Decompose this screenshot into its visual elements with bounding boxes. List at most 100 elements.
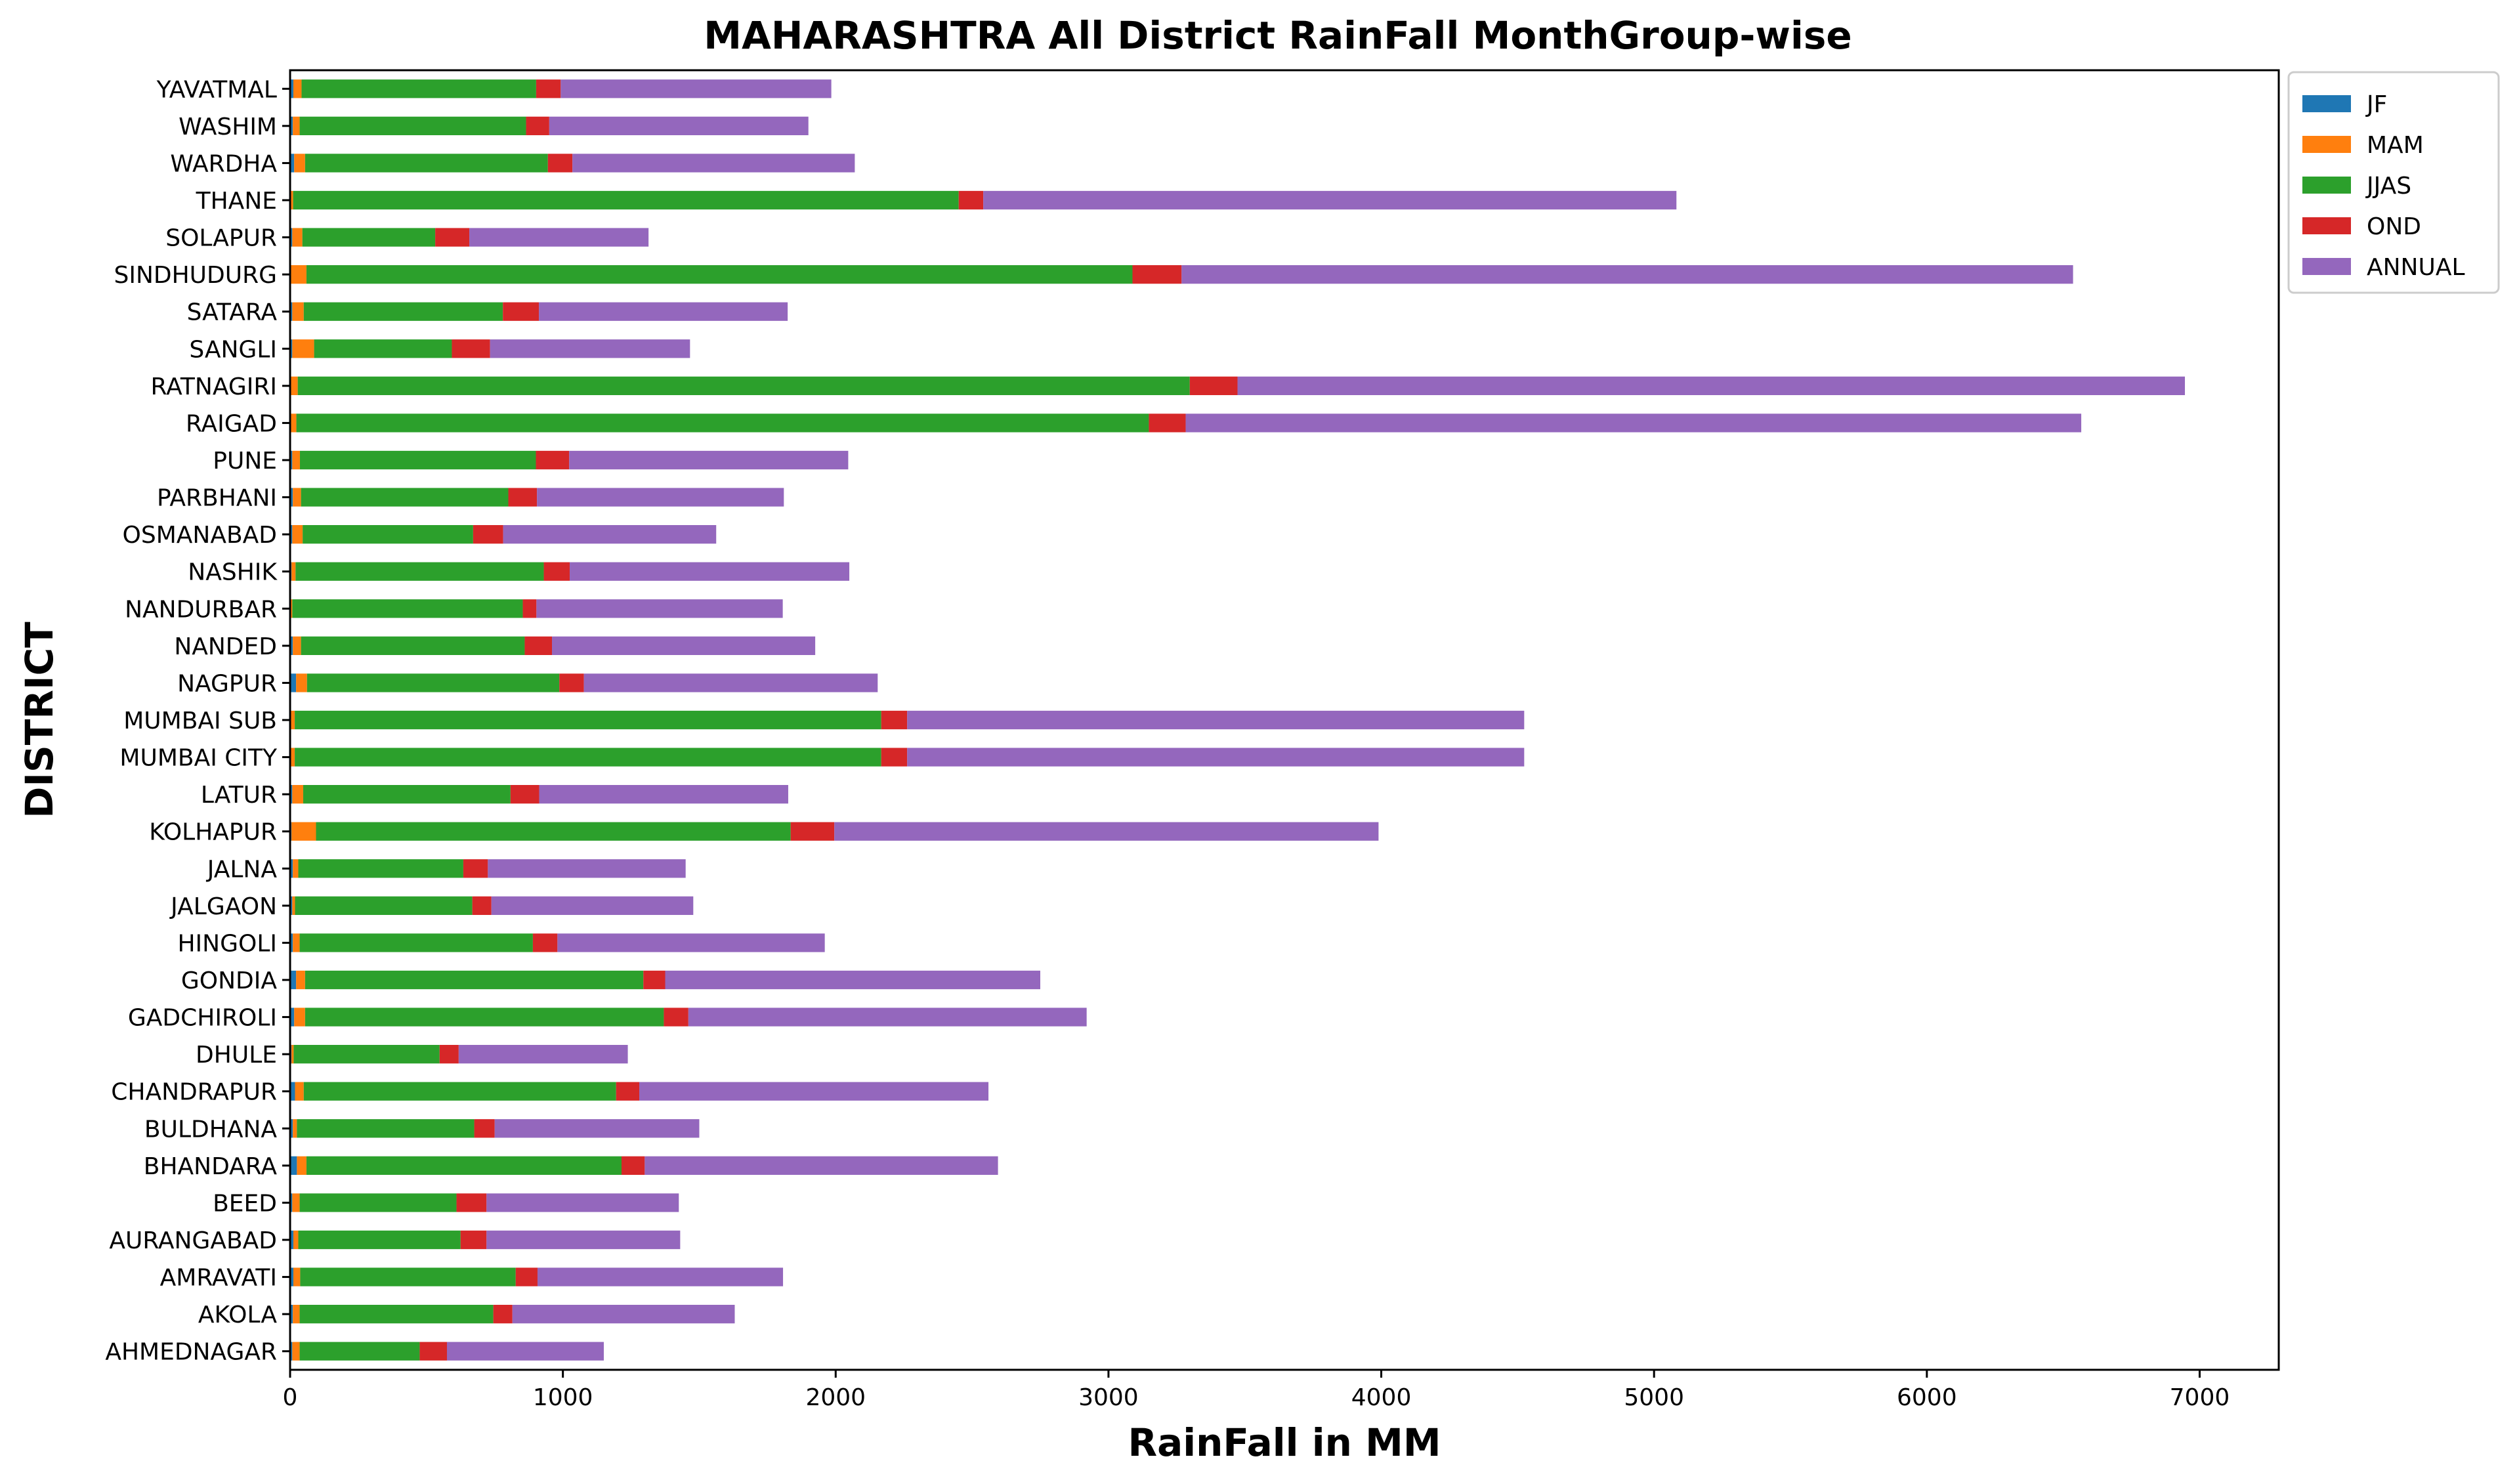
bar-solapur-ond [435, 228, 470, 247]
bar-sindhudurg-annual [1181, 265, 2073, 284]
bar-akola-ond [493, 1305, 513, 1324]
y-tick-label: NANDURBAR [125, 596, 277, 623]
bar-sindhudurg-mam [291, 265, 307, 284]
bar-wardha-mam [294, 154, 305, 173]
bar-nagpur-jjas [307, 673, 560, 692]
x-tick-label: 7000 [2170, 1384, 2230, 1411]
y-tick-label: NANDED [174, 633, 277, 660]
y-tick-label: LATUR [201, 782, 277, 809]
bar-chandrapur-jf [290, 1082, 295, 1101]
bar-buldhana-annual [494, 1119, 700, 1138]
bar-satara-jjas [303, 302, 503, 321]
y-tick-label: BHANDARA [144, 1153, 278, 1180]
bar-yavatmal-mam [293, 79, 302, 98]
legend-items: JF MAM JJAS OND ANNUAL [2302, 91, 2465, 281]
bar-bhandara-ond [622, 1156, 645, 1175]
bar-jalgaon-jf [290, 896, 293, 915]
bar-ahmednagar-jjas [299, 1342, 420, 1361]
bar-akola-jjas [299, 1305, 494, 1324]
y-tick-label: NASHIK [188, 559, 278, 586]
bar-raigad-jjas [296, 413, 1149, 433]
bar-aurangabad-jjas [298, 1230, 461, 1250]
y-tick-label: RAIGAD [186, 410, 277, 437]
legend-swatch-ond [2302, 217, 2351, 234]
bar-wardha-jf [290, 154, 295, 173]
bar-hingoli-mam [293, 933, 300, 952]
bar-osmanabad-jjas [303, 525, 473, 544]
bar-nandurbar-ond [522, 599, 537, 618]
bar-amravati-annual [537, 1267, 784, 1286]
bar-nandurbar-jjas [292, 599, 523, 618]
bar-pune-jf [290, 450, 293, 470]
bar-raigad-ond [1149, 413, 1186, 433]
x-tick-label: 1000 [533, 1384, 593, 1411]
bar-wardha-jjas [305, 154, 548, 173]
bar-latur-annual [539, 785, 788, 804]
bar-parbhani-annual [537, 488, 784, 507]
bar-mumbai-sub-annual [907, 710, 1525, 730]
bar-ahmednagar-mam [292, 1342, 300, 1361]
bar-chandrapur-jjas [303, 1082, 616, 1101]
bar-gondia-jjas [305, 970, 644, 990]
y-tick-label: BULDHANA [144, 1116, 277, 1143]
legend-label-mam: MAM [2367, 132, 2424, 159]
bar-gondia-jf [290, 970, 297, 990]
bar-amravati-jjas [300, 1267, 516, 1286]
bar-nanded-annual [552, 636, 816, 655]
y-tick-label: PUNE [213, 448, 277, 475]
bar-solapur-jjas [302, 228, 436, 247]
bar-buldhana-jjas [297, 1119, 475, 1138]
bar-akola-annual [512, 1305, 735, 1324]
bar-jalna-ond [463, 859, 488, 878]
bar-dhule-annual [458, 1045, 628, 1064]
bar-akola-jf [290, 1305, 293, 1324]
plot-frame [289, 69, 2280, 1371]
bar-sangli-mam [292, 339, 314, 358]
bar-beed-jf [290, 1193, 293, 1212]
x-tick-label: 6000 [1897, 1384, 1957, 1411]
bar-jalna-jjas [298, 859, 463, 878]
bar-nashik-ond [543, 562, 570, 581]
bar-mumbai-city-ond [881, 748, 908, 767]
y-tick-label: GADCHIROLI [128, 1005, 277, 1032]
bar-gondia-mam [296, 970, 305, 990]
bar-pune-jjas [299, 450, 536, 470]
bar-buldhana-jf [290, 1119, 293, 1138]
bar-buldhana-ond [474, 1119, 495, 1138]
legend-label-jjas: JJAS [2365, 173, 2411, 200]
y-tick-label: SANGLI [189, 336, 277, 363]
y-tick-label: YAVATMAL [156, 76, 277, 103]
bar-pune-mam [292, 450, 300, 470]
bar-hingoli-annual [557, 933, 825, 952]
y-tick-label: JALGAON [169, 893, 277, 920]
bar-bhandara-jf [290, 1156, 297, 1175]
y-tick-label: HINGOLI [177, 930, 277, 957]
bar-hingoli-jf [290, 933, 293, 952]
bar-latur-jf [290, 785, 293, 804]
bar-thane-ond [958, 190, 984, 210]
bar-satara-jf [290, 302, 293, 321]
bar-washim-ond [526, 116, 549, 135]
bar-satara-mam [292, 302, 304, 321]
y-tick-label: SATARA [187, 299, 278, 326]
y-tick-label: WARDHA [170, 150, 277, 177]
bar-mumbai-sub-ond [881, 710, 908, 730]
bar-aurangabad-mam [293, 1230, 299, 1250]
bar-ratnagiri-jjas [297, 376, 1190, 395]
bar-washim-jjas [299, 116, 526, 135]
bar-nanded-jf [290, 636, 293, 655]
legend-label-ond: OND [2367, 213, 2421, 240]
bar-osmanabad-ond [473, 525, 503, 544]
bar-gadchiroli-ond [664, 1007, 688, 1027]
bar-sindhudurg-jjas [306, 265, 1133, 284]
bar-pune-ond [536, 450, 570, 470]
bar-akola-mam [293, 1305, 300, 1324]
bar-parbhani-ond [508, 488, 538, 507]
bar-nanded-mam [293, 636, 301, 655]
bar-ratnagiri-mam [291, 376, 298, 395]
bar-yavatmal-annual [561, 79, 832, 98]
bar-dhule-jjas [293, 1045, 440, 1064]
bar-mumbai-city-mam [290, 748, 295, 767]
